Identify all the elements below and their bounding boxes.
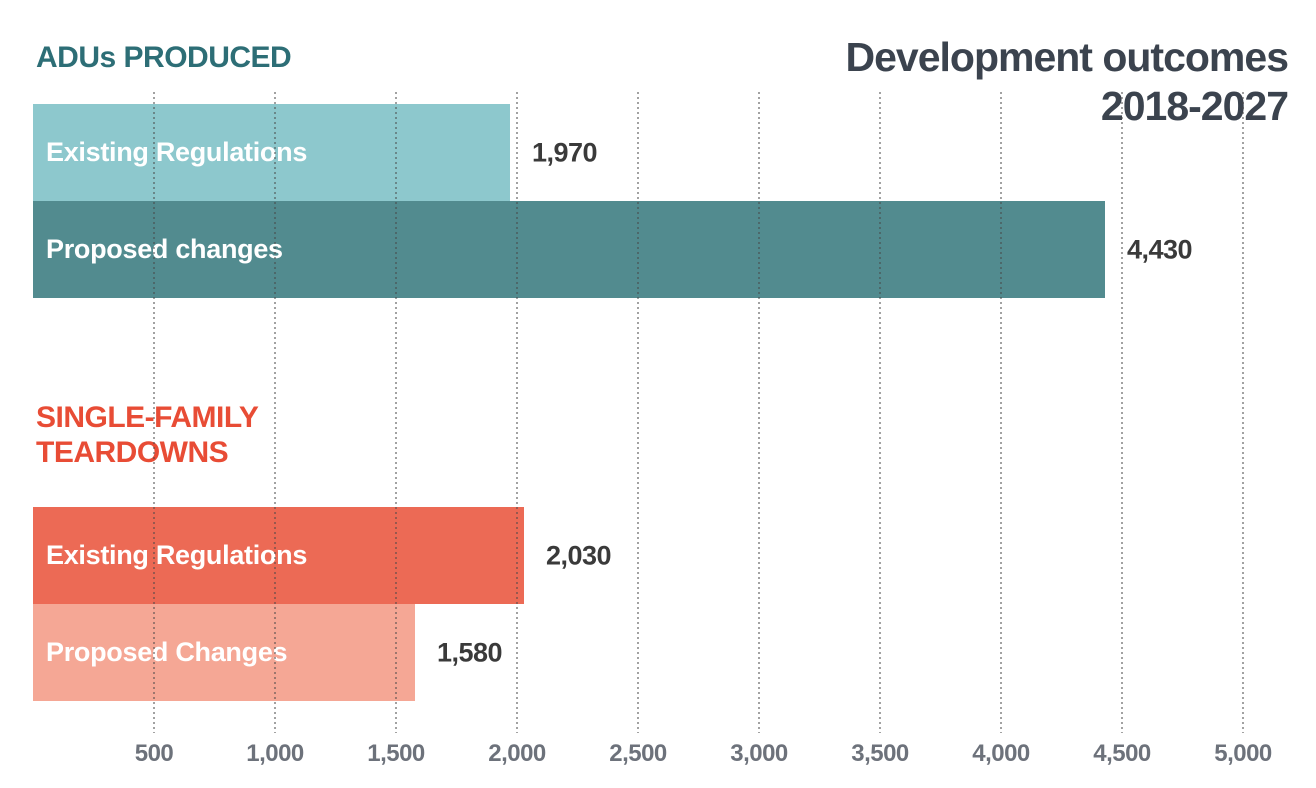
axis-tick-label-3500: 3,500 — [851, 740, 909, 767]
bar-label-existing-regulations: Existing Regulations — [46, 137, 308, 167]
chart-title: Development outcomes — [845, 34, 1289, 80]
bar-group0-existing-regulations: Existing Regulations — [33, 104, 510, 201]
gridline-5000 — [1242, 92, 1244, 733]
bar-label-proposed-changes: Proposed Changes — [46, 637, 288, 667]
axis-tick-label-4500: 4,500 — [1093, 740, 1151, 767]
axis-tick-label-500: 500 — [134, 740, 174, 767]
bar-label-proposed-changes: Proposed changes — [46, 234, 283, 264]
bar-label-existing-regulations: Existing Regulations — [46, 540, 308, 570]
axis-tick-label-1500: 1,500 — [367, 740, 425, 767]
axis-tick-label-3000: 3,000 — [730, 740, 788, 767]
axis-tick-label-2500: 2,500 — [609, 740, 667, 767]
gridline-4500 — [1121, 92, 1123, 733]
group-header-1: SINGLE-FAMILY TEARDOWNS — [36, 401, 259, 470]
bar-value-existing-regulations: 1,970 — [532, 137, 598, 167]
bar-group1-existing-regulations: Existing Regulations — [33, 507, 524, 604]
axis-tick-label-2000: 2,000 — [488, 740, 546, 767]
chart-title-block: Development outcomes 2018-2027 — [846, 33, 1289, 131]
gridline-1500 — [395, 92, 397, 733]
gridline-2500 — [637, 92, 639, 733]
bar-value-proposed-changes: 1,580 — [437, 637, 503, 667]
gridline-500 — [153, 92, 155, 733]
gridline-3000 — [758, 92, 760, 733]
gridline-2000 — [516, 92, 518, 733]
gridline-4000 — [1000, 92, 1002, 733]
axis-tick-label-4000: 4,000 — [972, 740, 1030, 767]
axis-tick-label-1000: 1,000 — [246, 740, 304, 767]
axis-tick-label-5000: 5,000 — [1214, 740, 1272, 767]
bar-value-existing-regulations: 2,030 — [546, 540, 612, 570]
group-header-0: ADUs PRODUCED — [36, 41, 292, 74]
bar-value-proposed-changes: 4,430 — [1127, 234, 1193, 264]
gridline-1000 — [274, 92, 276, 733]
bar-group0-proposed-changes: Proposed changes — [33, 201, 1105, 298]
gridline-3500 — [879, 92, 881, 733]
bar-group1-proposed-changes: Proposed Changes — [33, 604, 415, 701]
chart-subtitle: 2018-2027 — [1100, 83, 1289, 130]
